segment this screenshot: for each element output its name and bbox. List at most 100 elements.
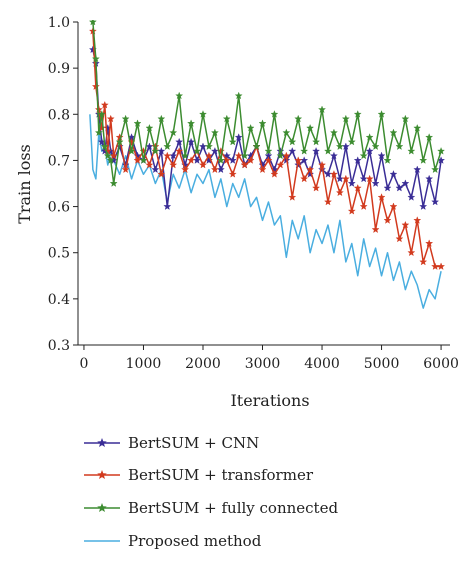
data-point-bertsum-transformer (383, 216, 392, 224)
data-point-bertsum-cnn (329, 151, 338, 160)
data-point-bertsum-fully-connected (157, 114, 166, 123)
data-point-bertsum-fully-connected (234, 91, 243, 100)
data-point-bertsum-fully-connected (294, 114, 303, 123)
data-point-bertsum-cnn (431, 197, 440, 206)
data-point-bertsum-fully-connected (103, 151, 112, 160)
data-point-bertsum-fully-connected (347, 137, 356, 146)
legend-marker-bertsum-cnn (97, 438, 107, 448)
data-point-bertsum-cnn (353, 156, 362, 164)
x-tick-label: 1000 (126, 356, 162, 372)
data-point-bertsum-transformer (258, 165, 267, 174)
data-point-bertsum-cnn (425, 174, 434, 183)
data-point-bertsum-cnn (383, 183, 392, 192)
data-point-bertsum-cnn (175, 137, 184, 146)
data-point-bertsum-fully-connected (94, 128, 103, 137)
x-tick-label: 5000 (364, 356, 400, 372)
data-point-bertsum-fully-connected (216, 156, 225, 164)
data-point-bertsum-transformer (181, 165, 190, 174)
data-point-bertsum-cnn (365, 147, 374, 155)
data-point-bertsum-fully-connected (252, 142, 261, 150)
data-point-bertsum-fully-connected (175, 91, 184, 100)
data-point-bertsum-fully-connected (329, 128, 338, 137)
data-point-bertsum-transformer (264, 156, 273, 164)
y-tick-label: 0.8 (48, 107, 70, 123)
data-point-bertsum-fully-connected (139, 156, 148, 164)
plot-area (88, 20, 446, 309)
legend: BertSUM + CNN BertSUM + transformer BertSU… (84, 434, 338, 550)
data-point-bertsum-transformer (228, 170, 237, 178)
data-point-bertsum-fully-connected (431, 165, 440, 174)
data-point-bertsum-transformer (300, 174, 309, 183)
legend-marker-bertsum-fully-connected (97, 503, 107, 513)
data-point-bertsum-cnn (199, 142, 207, 150)
data-point-bertsum-cnn (216, 165, 225, 174)
x-tick-label: 3000 (245, 356, 281, 372)
data-point-bertsum-transformer (204, 151, 213, 160)
data-point-bertsum-fully-connected (413, 123, 422, 132)
data-point-bertsum-fully-connected (109, 179, 118, 187)
x-tick-label: 6000 (423, 356, 459, 372)
data-point-bertsum-fully-connected (246, 123, 255, 132)
data-point-bertsum-fully-connected (163, 142, 172, 150)
data-point-bertsum-fully-connected (181, 151, 190, 160)
data-point-bertsum-cnn (312, 147, 321, 155)
data-point-bertsum-transformer (270, 170, 279, 178)
data-point-bertsum-transformer (246, 156, 255, 164)
data-point-bertsum-fully-connected (127, 147, 136, 155)
data-point-bertsum-fully-connected (335, 142, 344, 150)
data-point-bertsum-transformer (329, 170, 338, 178)
data-point-bertsum-fully-connected (133, 119, 142, 127)
data-point-bertsum-cnn (151, 165, 160, 174)
data-point-bertsum-fully-connected (91, 54, 100, 63)
data-point-bertsum-cnn (401, 179, 410, 187)
y-axis-label: Train loss (15, 144, 34, 224)
data-point-bertsum-fully-connected (210, 128, 219, 137)
data-point-bertsum-transformer (169, 160, 178, 169)
data-point-bertsum-fully-connected (401, 114, 410, 123)
data-point-bertsum-transformer (199, 160, 207, 169)
data-point-bertsum-fully-connected (407, 147, 416, 155)
data-point-bertsum-fully-connected (270, 110, 279, 118)
y-tick-label: 0.5 (48, 246, 70, 262)
data-point-bertsum-transformer (187, 156, 196, 164)
x-tick-label: 4000 (304, 356, 340, 372)
data-point-bertsum-fully-connected (88, 20, 97, 26)
data-point-bertsum-cnn (389, 170, 398, 178)
data-point-bertsum-transformer (371, 225, 380, 234)
data-point-bertsum-fully-connected (97, 110, 106, 118)
data-point-bertsum-transformer (276, 160, 285, 169)
data-point-bertsum-transformer (341, 174, 350, 183)
data-point-bertsum-fully-connected (151, 147, 160, 155)
data-point-bertsum-fully-connected (353, 110, 362, 118)
legend-label-bertsum-cnn: BertSUM + CNN (128, 434, 259, 452)
data-point-bertsum-fully-connected (371, 142, 380, 150)
data-point-bertsum-fully-connected (300, 147, 309, 155)
data-point-bertsum-fully-connected (425, 133, 434, 141)
data-point-bertsum-fully-connected (145, 123, 154, 132)
ticks-layer: 0.3 0.4 0.5 0.6 0.7 0.8 0.9 1.0 0 1000 2000 3000 400… (48, 15, 459, 372)
y-tick-label: 0.6 (48, 200, 70, 216)
data-point-bertsum-fully-connected (187, 119, 196, 127)
data-point-bertsum-fully-connected (288, 137, 297, 146)
data-point-bertsum-transformer (395, 234, 404, 243)
data-point-bertsum-transformer (288, 193, 297, 201)
legend-marker-bertsum-transformer (97, 470, 107, 480)
y-tick-label: 0.4 (48, 292, 70, 308)
data-point-bertsum-fully-connected (419, 156, 428, 164)
x-tick-label: 0 (79, 356, 88, 372)
data-point-bertsum-transformer (359, 202, 368, 210)
data-point-bertsum-transformer (175, 147, 184, 155)
data-point-bertsum-cnn (335, 174, 344, 183)
data-point-bertsum-transformer (157, 170, 166, 178)
data-point-bertsum-fully-connected (240, 151, 249, 160)
data-point-bertsum-cnn (234, 133, 243, 141)
data-point-bertsum-cnn (419, 202, 428, 210)
data-point-bertsum-transformer (437, 262, 446, 270)
axes-layer (77, 22, 450, 346)
y-tick-label: 0.9 (48, 61, 70, 77)
data-point-bertsum-transformer (425, 239, 434, 247)
data-point-bertsum-transformer (347, 207, 356, 215)
data-point-bertsum-transformer (210, 165, 219, 174)
data-point-bertsum-fully-connected (383, 156, 392, 164)
